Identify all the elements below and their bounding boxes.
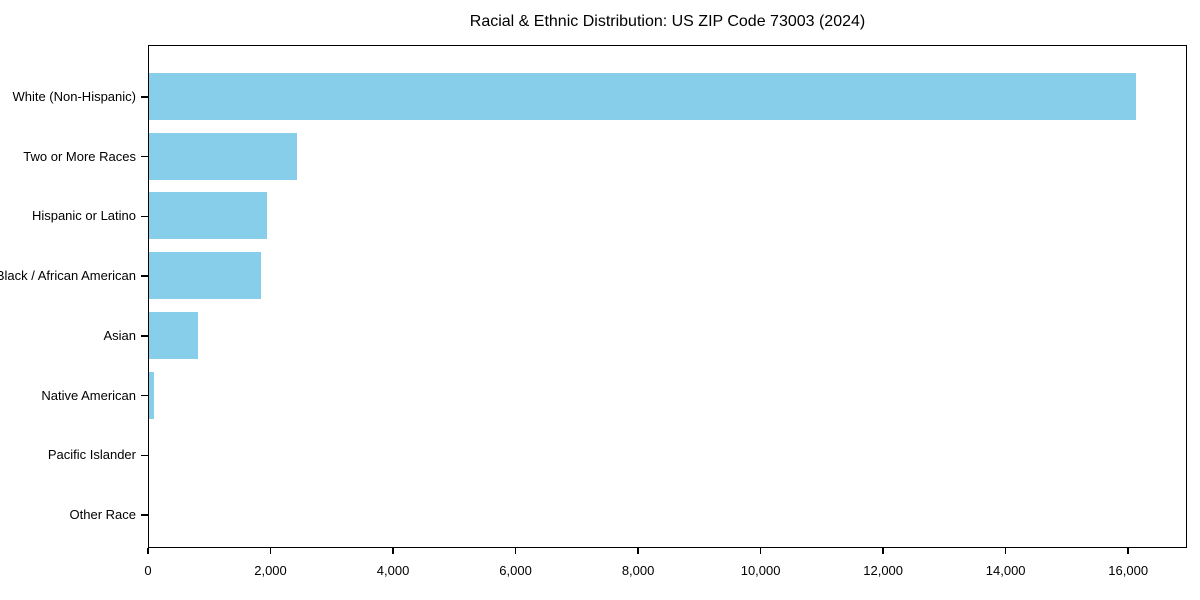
y-tick-mark	[141, 514, 148, 516]
y-tick-mark	[141, 454, 148, 457]
bar	[149, 132, 298, 180]
y-tick-label: Native American	[41, 387, 136, 403]
x-tick-mark	[147, 548, 149, 554]
y-tick-label: Pacific Islander	[47, 447, 136, 463]
y-tick-mark	[141, 96, 148, 98]
x-tick-label: 10,000	[740, 563, 781, 578]
x-tick-label: 2,000	[254, 563, 287, 578]
x-tick-label: 12,000	[863, 563, 904, 578]
y-tick-label: Two or More Races	[23, 148, 136, 164]
y-tick-label: Black / African American	[0, 268, 136, 284]
x-tick-mark	[1004, 548, 1007, 554]
bar	[149, 311, 198, 359]
y-tick-mark	[141, 335, 148, 337]
x-tick-mark	[759, 548, 762, 554]
x-tick-mark	[882, 548, 884, 554]
y-tick-mark	[141, 275, 148, 277]
x-tick-mark	[1127, 548, 1129, 554]
y-tick-label: White (Non-Hispanic)	[12, 89, 136, 104]
x-tick-label: 14,000	[985, 563, 1026, 578]
y-tick-mark	[141, 155, 148, 158]
y-tick-label: Other Race	[69, 506, 136, 522]
x-tick-label: 6,000	[499, 563, 532, 578]
x-tick-label: 8,000	[621, 563, 655, 578]
y-tick-label: Hispanic or Latino	[31, 208, 136, 224]
x-tick-label: 0	[144, 563, 152, 578]
chart-title: Racial & Ethnic Distribution: US ZIP Cod…	[469, 13, 866, 30]
bar	[149, 192, 267, 240]
bar	[149, 371, 155, 419]
x-tick-label: 4,000	[376, 563, 410, 578]
y-tick-mark	[141, 215, 148, 218]
x-tick-mark	[392, 548, 394, 554]
x-tick-label: 16,000	[1108, 563, 1149, 578]
x-tick-mark	[637, 548, 639, 554]
plot-area	[148, 45, 1187, 548]
y-tick-label: Asian	[103, 327, 136, 343]
x-tick-mark	[269, 548, 272, 554]
y-tick-mark	[141, 394, 148, 397]
x-tick-mark	[514, 548, 517, 554]
bar	[149, 252, 261, 300]
bar	[149, 73, 1137, 120]
